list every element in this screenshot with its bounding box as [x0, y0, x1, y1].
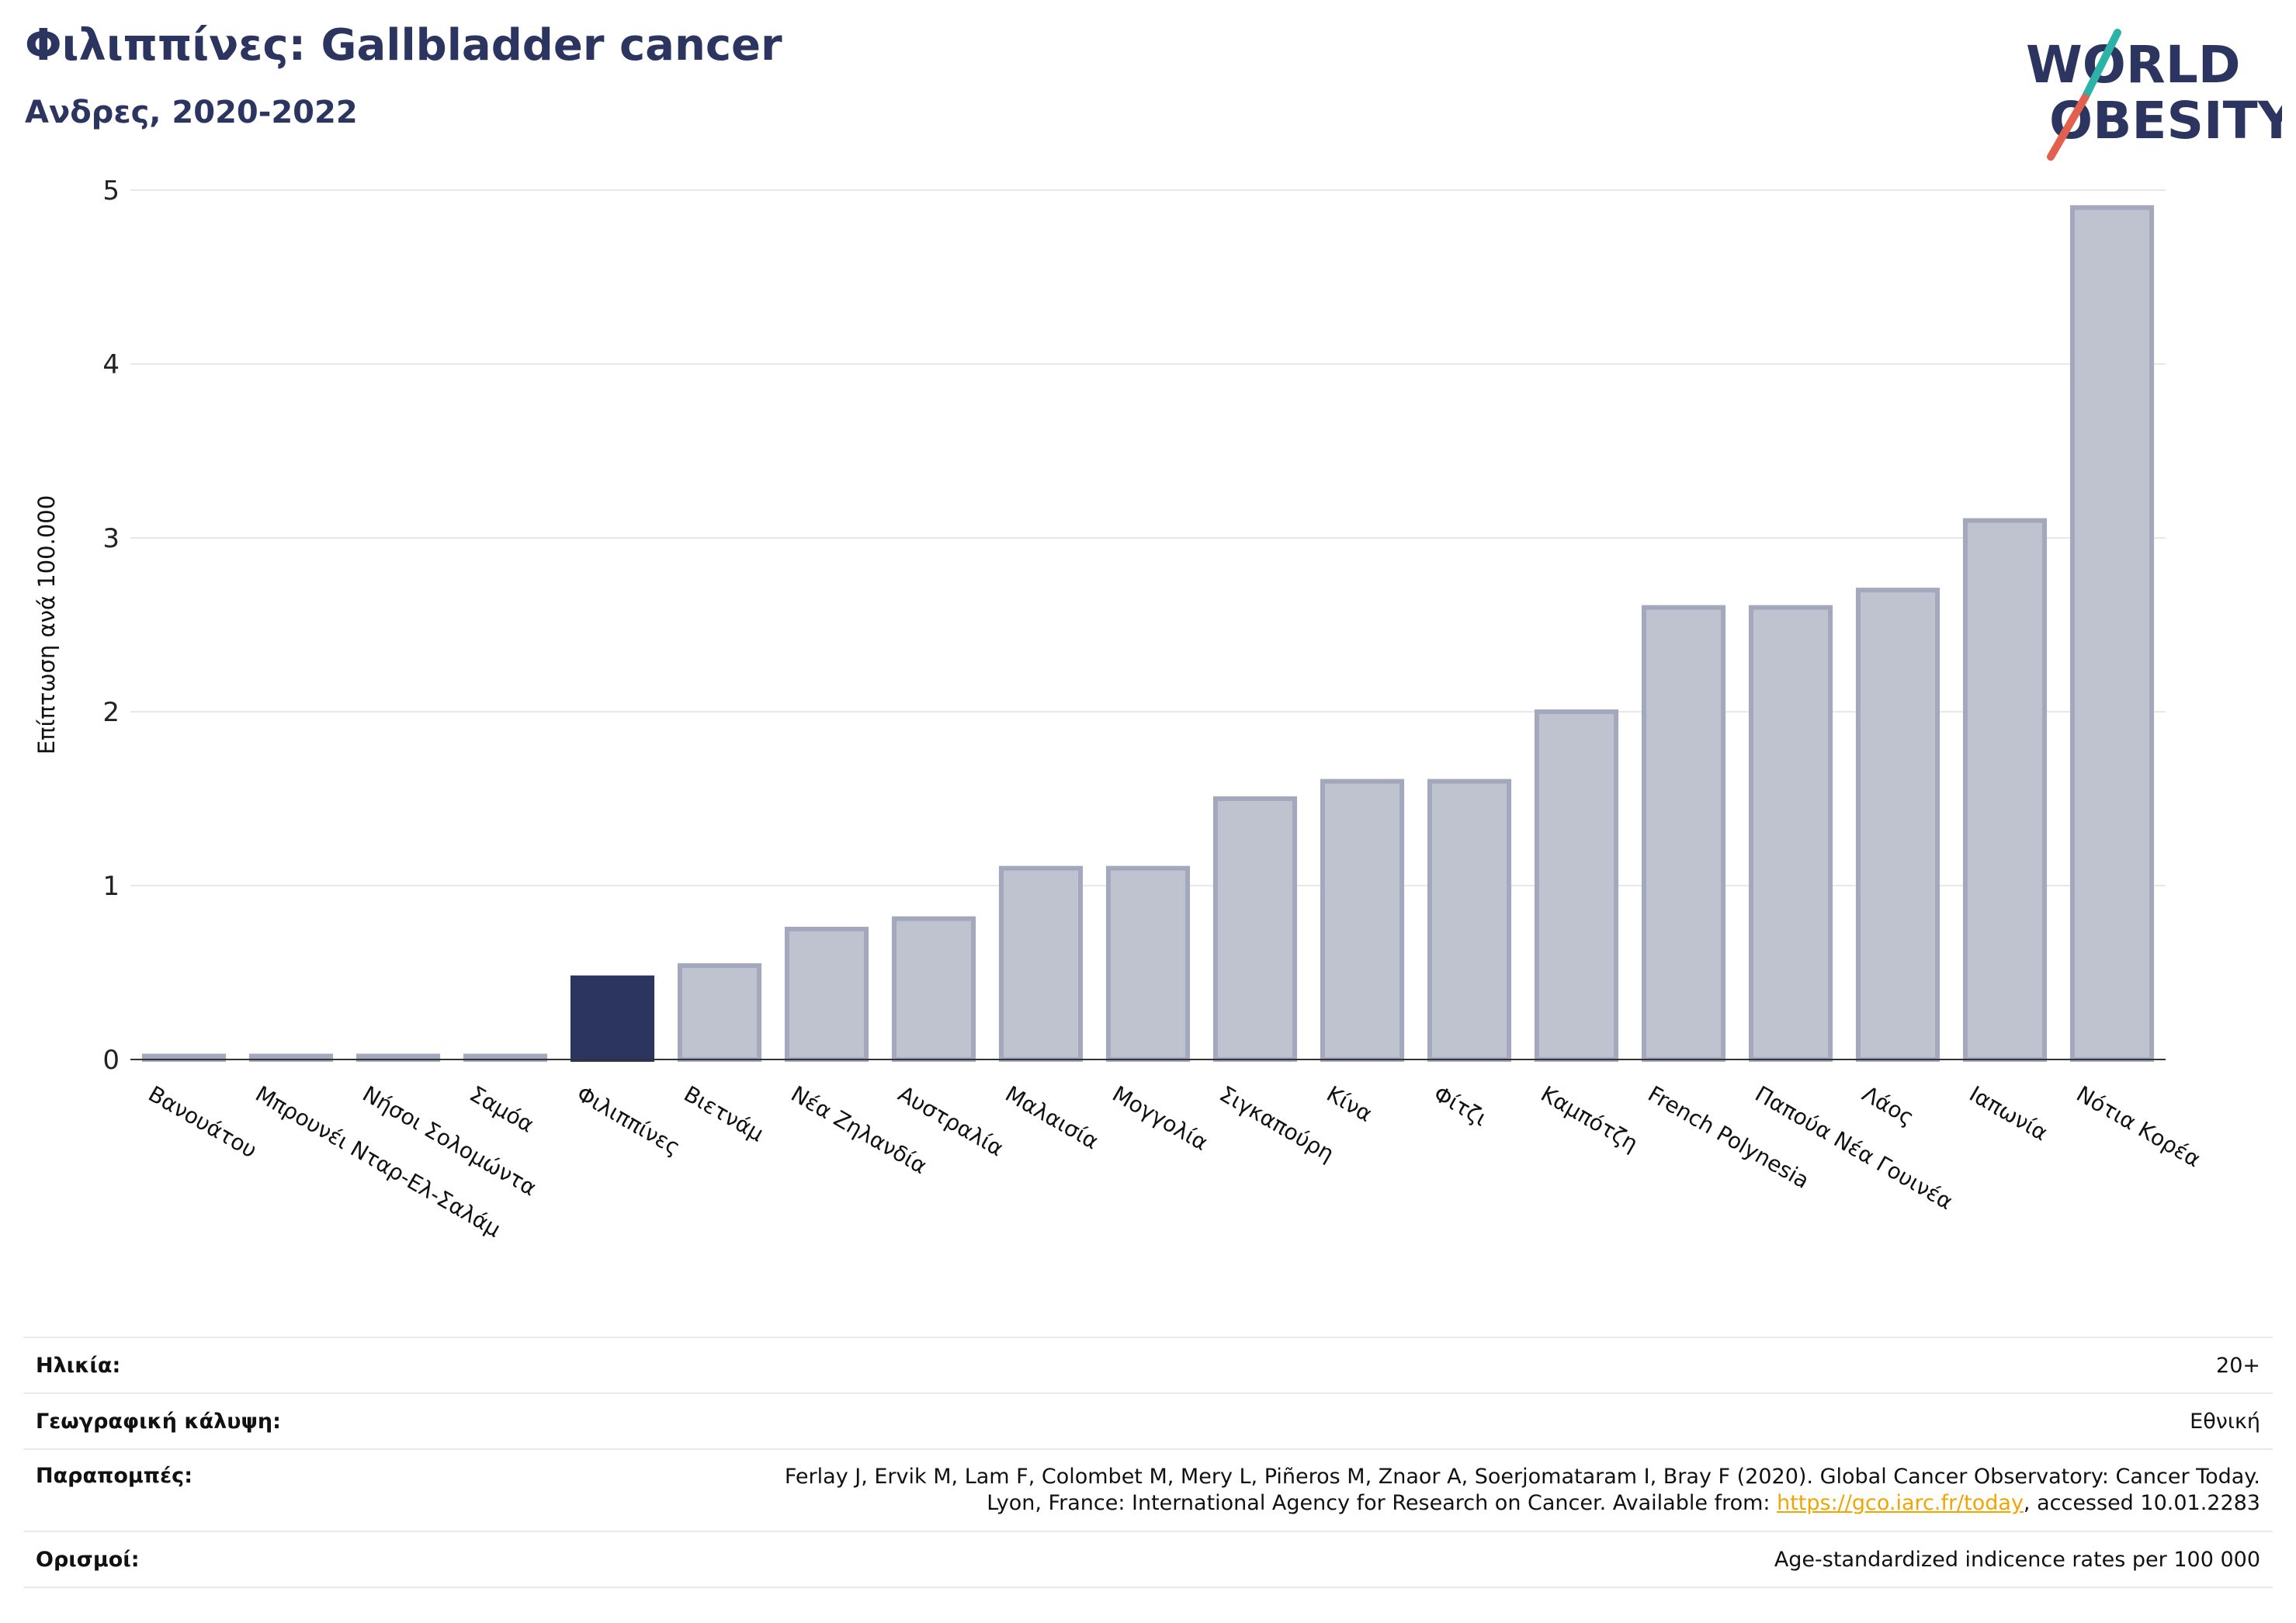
bar	[1105, 865, 1191, 1062]
bar	[1320, 779, 1405, 1062]
x-tick-label: Φίτζι	[1430, 1080, 1492, 1131]
references-value: Ferlay J, Ervik M, Lam F, Colombet M, Me…	[785, 1464, 2260, 1517]
x-tick-label: Μαλαισία	[1001, 1080, 1104, 1154]
logo-slash-red	[2047, 94, 2089, 161]
bar	[1534, 709, 1619, 1062]
x-tick-label: Λάος	[1858, 1080, 1919, 1130]
bar	[2069, 205, 2155, 1062]
y-tick-label: 0	[102, 1045, 120, 1076]
x-tick-label: Παπούα Νέα Γουινέα	[1751, 1080, 1958, 1215]
bar	[1855, 588, 1941, 1062]
x-tick-label: Βανουάτου	[144, 1080, 262, 1163]
references-link[interactable]: https://gco.iarc.fr/today	[1777, 1491, 2024, 1515]
bar	[1748, 605, 1833, 1062]
definitions-value: Age-standardized indicence rates per 100…	[1774, 1548, 2260, 1572]
coverage-value: Εθνική	[2190, 1410, 2260, 1434]
world-obesity-logo: WORLD OBESITY	[2026, 29, 2282, 161]
logo-line2: OBESITY	[2049, 91, 2282, 151]
page-title: Φιλιππίνες: Gallbladder cancer	[25, 20, 782, 71]
meta-row-age: Ηλικία: 20+	[23, 1337, 2273, 1392]
y-tick-label: 5	[102, 175, 120, 206]
bar	[1427, 779, 1512, 1062]
x-tick-label: Φιλιππίνες	[573, 1080, 685, 1160]
x-tick-label: Νότια Κορέα	[2072, 1080, 2205, 1172]
meta-row-definitions: Ορισμοί: Age-standardized indicence rate…	[23, 1531, 2273, 1588]
bar	[1212, 796, 1298, 1062]
definitions-label: Ορισμοί:	[36, 1548, 140, 1572]
x-tick-label: Μογγολία	[1108, 1080, 1212, 1156]
references-label: Παραπομπές:	[36, 1464, 192, 1488]
y-tick-label: 2	[102, 697, 120, 728]
bars	[141, 205, 2155, 1063]
references-line1: Ferlay J, Ervik M, Lam F, Colombet M, Me…	[784, 1465, 2260, 1489]
x-tick-label: Βιετνάμ	[680, 1080, 768, 1146]
x-tick-label: Σιγκαπούρη	[1216, 1080, 1339, 1167]
meta-row-coverage: Γεωγραφική κάλυψη: Εθνική	[23, 1392, 2273, 1448]
x-tick-label: Νήσοι Σολομώντα	[359, 1080, 541, 1201]
age-label: Ηλικία:	[36, 1354, 121, 1378]
references-line2-prefix: Lyon, France: International Agency for R…	[987, 1491, 1777, 1515]
logo-slash-teal	[2081, 29, 2121, 102]
bar	[677, 963, 762, 1063]
y-tick-label: 4	[102, 349, 120, 380]
x-tick-label: Σαμόα	[466, 1080, 539, 1137]
bar	[891, 916, 976, 1063]
bar	[784, 927, 869, 1062]
page-subtitle: Ανδρες, 2020-2022	[25, 95, 358, 130]
age-value: 20+	[2216, 1354, 2260, 1378]
x-tick-label: Ιαπωνία	[1965, 1080, 2052, 1146]
x-tick-label: Καμπότζη	[1537, 1080, 1642, 1157]
references-line2-suffix: , accessed 10.01.2283	[2023, 1491, 2260, 1515]
y-tick-label: 1	[102, 871, 120, 902]
bar	[1641, 605, 1726, 1062]
logo-line1: WORLD	[2026, 35, 2241, 95]
bar-highlight	[570, 975, 655, 1062]
y-axis-ticks: 0 1 2 3 4 5	[102, 175, 120, 1076]
metadata-table: Ηλικία: 20+ Γεωγραφική κάλυψη: Εθνική Πα…	[23, 1337, 2273, 1588]
y-axis-label: Επίπτωση ανά 100.000	[33, 495, 60, 754]
y-tick-label: 3	[102, 523, 120, 554]
coverage-label: Γεωγραφική κάλυψη:	[36, 1410, 281, 1434]
bar	[998, 865, 1084, 1062]
bar	[1962, 518, 2048, 1062]
meta-row-references: Παραπομπές: Ferlay J, Ervik M, Lam F, Co…	[23, 1448, 2273, 1531]
x-tick-label: Κίνα	[1323, 1080, 1377, 1127]
